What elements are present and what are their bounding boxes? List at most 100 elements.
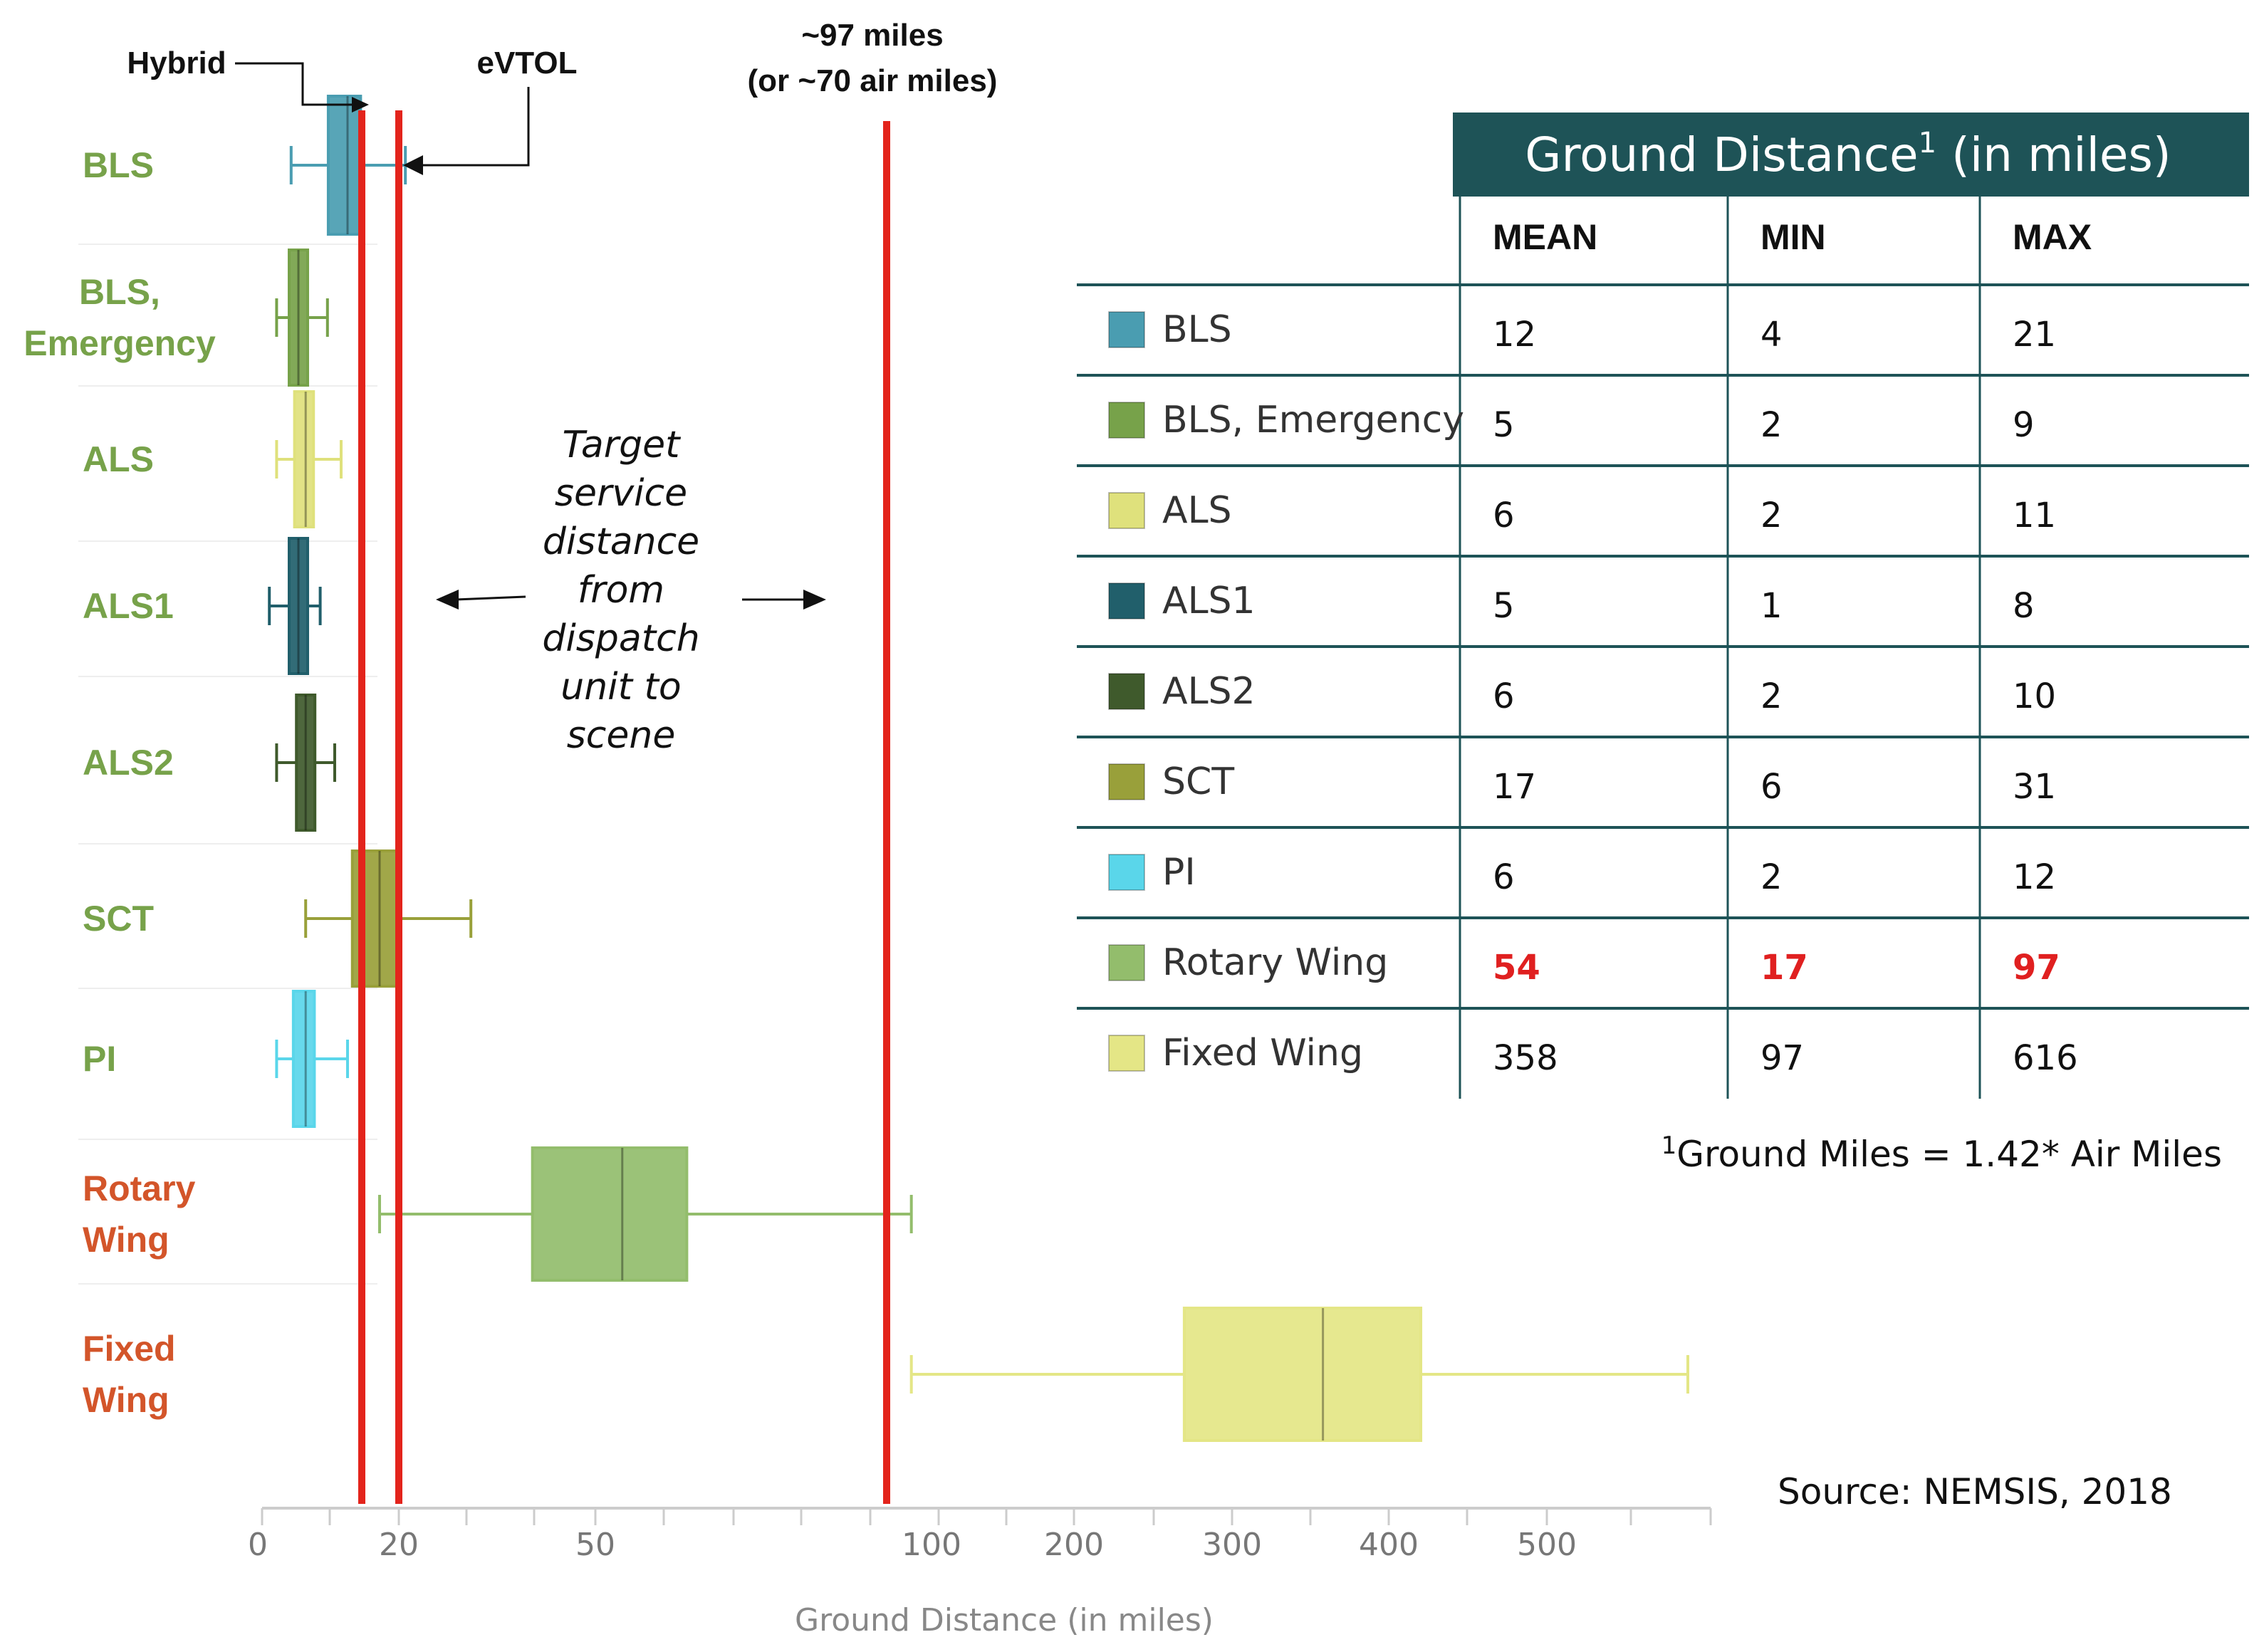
x-tick-label-100: 100 [902,1527,961,1563]
table-row-als1: ALS1 5 1 8 [1108,580,2035,626]
table-category-bls: BLS [1162,308,1232,351]
box-body [288,537,309,675]
legend-swatch-sct [1108,763,1145,800]
table-cell-als-mean: 6 [1493,496,1515,535]
box-body [293,390,315,528]
table-cell-bls-max: 21 [2013,315,2056,355]
category-label-pi: PI [83,1039,116,1079]
legend-swatch-pi [1108,854,1145,891]
table-cell-als2-mean: 6 [1493,676,1515,716]
table-cell-pi-max: 12 [2013,857,2056,897]
box-plot-fixed-wing [909,1307,1689,1442]
box-body [531,1146,689,1282]
legend-swatch-bls-emergency [1108,402,1145,439]
reference-label-97-miles: ~97 miles (or ~70 air miles) [748,18,998,98]
box-body [291,990,316,1128]
table-cell-rotary-wing-max: 97 [2013,948,2060,988]
table-cell-als1-mean: 5 [1493,586,1515,626]
table-row-bls: BLS 12 4 21 [1108,308,2056,355]
table-cell-fixed-wing-max: 616 [2013,1038,2078,1078]
box-plot-sct [304,849,473,988]
reference-label-hybrid: Hybrid [127,46,226,80]
table-cell-rotary-wing-mean: 54 [1493,948,1540,988]
box-plot-als [275,390,343,528]
hybrid-leader [235,62,355,106]
reference-lines [358,110,890,1504]
box-plot-als2 [275,694,336,832]
box-plot-rotary-wing [378,1146,913,1282]
table-cell-sct-max: 31 [2013,767,2056,807]
table-cell-bls-mean: 12 [1493,315,1536,355]
table-category-als1: ALS1 [1162,580,1256,622]
reference-label-evtol: eVTOL [476,46,577,80]
legend-swatch-als1 [1108,582,1145,620]
table-row-rotary-wing: Rotary Wing 54 17 97 [1108,941,2060,988]
table-category-sct: SCT [1162,760,1234,803]
box-plot-bls [289,95,407,236]
table-cell-bls-emergency-mean: 5 [1493,405,1515,445]
note-arrowhead-right [803,590,826,610]
table-category-als2: ALS2 [1162,670,1256,713]
table-row-bls-emergency: BLS, Emergency 5 2 9 [1108,399,2035,445]
table-cell-sct-min: 6 [1760,767,1783,807]
table-cell-als1-min: 1 [1760,586,1783,626]
box-plot-bls-emergency [275,249,329,387]
legend-swatch-als2 [1108,673,1145,710]
category-label-als: ALS [83,439,154,479]
x-tick-label-50: 50 [575,1527,615,1563]
table-category-pi: PI [1162,851,1196,894]
evtol-arrowhead [403,155,423,175]
x-tick-label-300: 300 [1202,1527,1262,1563]
table-cell-rotary-wing-min: 17 [1760,948,1808,988]
legend-swatch-bls [1108,311,1145,348]
category-label-als2: ALS2 [83,743,174,783]
table-cell-als1-max: 8 [2013,586,2035,626]
category-label-bls-emergency: BLS, Emergency [24,272,216,363]
table-cell-pi-mean: 6 [1493,857,1515,897]
box-plot-als1 [268,537,322,675]
table-category-bls-emergency: BLS, Emergency [1162,399,1464,441]
table-category-als: ALS [1162,489,1232,532]
table-cell-fixed-wing-mean: 358 [1493,1038,1558,1078]
table-row-als: ALS 6 2 11 [1108,489,2056,535]
note-arrow-left [455,595,526,601]
table-row-pi: PI 6 2 12 [1108,851,2056,897]
legend-swatch-rotary-wing [1108,944,1145,981]
legend-swatch-als [1108,492,1145,529]
category-label-fixed-wing: Fixed Wing [83,1329,176,1420]
table-cell-bls-emergency-min: 2 [1760,405,1783,445]
table-cell-als2-min: 2 [1760,676,1783,716]
category-label-als1: ALS1 [83,586,174,626]
legend-swatch-fixed-wing [1108,1035,1145,1072]
x-tick-label-200: 200 [1044,1527,1104,1563]
table-header-min: MIN [1760,217,1826,257]
table-cell-bls-emergency-max: 9 [2013,405,2035,445]
table-row-als2: ALS2 6 2 10 [1108,670,2056,716]
box-plots [268,95,1689,1442]
source-note: Source: NEMSIS, 2018 [1778,1471,2172,1512]
table-category-rotary-wing: Rotary Wing [1162,941,1388,984]
table-title: Ground Distance1 (in miles) [1525,127,2171,182]
table-cell-als2-max: 10 [2013,676,2056,716]
category-label-sct: SCT [83,899,154,939]
x-axis-title: Ground Distance (in miles) [795,1602,1214,1638]
table-cell-als-max: 11 [2013,496,2056,535]
summary-table: Ground Distance1 (in miles) MEAN MIN MAX BLS… [1077,113,2249,1099]
evtol-leader [420,87,530,167]
category-label-rotary-wing: Rotary Wing [83,1169,196,1260]
box-body [1182,1307,1423,1442]
annotations: Hybrid eVTOL ~97 miles (or ~70 air miles) Ta… [127,18,2222,1512]
table-title-bar [1453,113,2249,197]
table-cell-fixed-wing-min: 97 [1760,1038,1804,1078]
x-tick-label-400: 400 [1359,1527,1419,1563]
table-cell-pi-min: 2 [1760,857,1783,897]
table-cell-als-min: 2 [1760,496,1783,535]
table-row-sct: SCT 17 6 31 [1108,760,2056,807]
category-rows: BLS BLS, Emergency ALS ALS1 ALS2 SCT PI Rotary Wi… [24,145,377,1420]
x-tick-label-500: 500 [1517,1527,1577,1563]
box-body [326,95,362,236]
table-category-fixed-wing: Fixed Wing [1162,1032,1363,1075]
table-header-mean: MEAN [1493,217,1597,257]
category-label-bls: BLS [83,145,154,185]
